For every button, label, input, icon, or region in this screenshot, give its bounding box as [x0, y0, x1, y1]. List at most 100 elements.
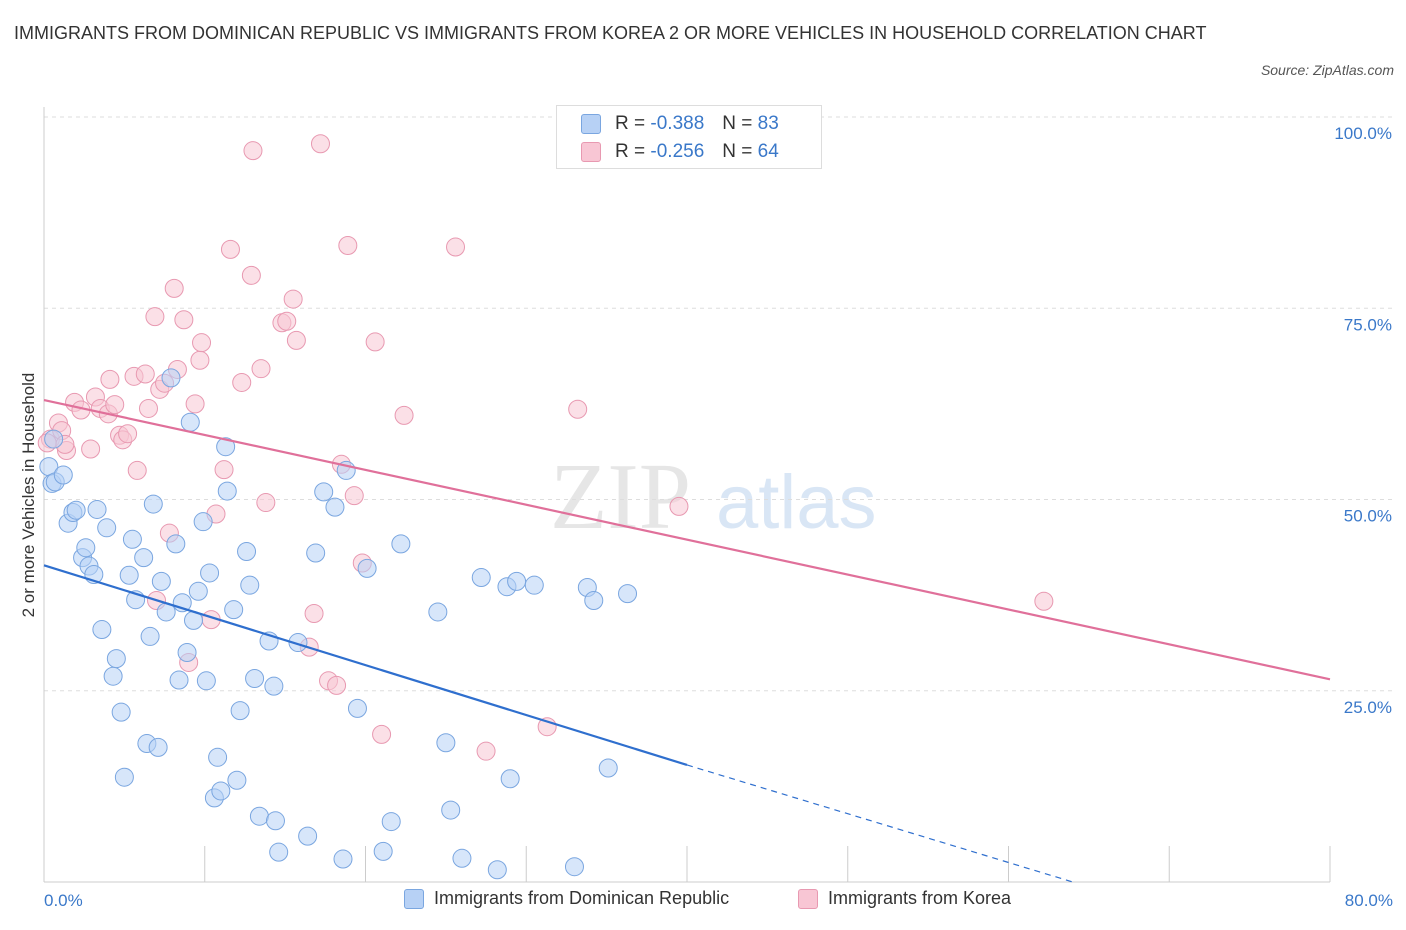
- dominican-point: [76, 538, 96, 558]
- dominican-point: [148, 737, 168, 757]
- dominican-point: [288, 633, 308, 653]
- dominican-point: [249, 806, 269, 826]
- dominican-point: [564, 857, 584, 877]
- dominican-point: [452, 848, 472, 868]
- korea-point: [256, 493, 276, 513]
- korea-point: [372, 724, 392, 744]
- stats-legend: R = -0.388 N = 83 R = -0.256 N = 64: [556, 105, 822, 169]
- dominican-point: [66, 500, 86, 520]
- korea-point: [81, 439, 101, 459]
- x-axis-max-label: 80.0%: [1344, 891, 1393, 910]
- dominican-point: [391, 534, 411, 554]
- dominican-point: [119, 565, 139, 585]
- dominican-point: [471, 568, 491, 588]
- dominican-point: [166, 534, 186, 554]
- dominican-point: [618, 584, 638, 604]
- dominican-points: [39, 368, 638, 880]
- korea-point: [145, 307, 165, 327]
- korea-point: [118, 424, 138, 444]
- dominican-point: [161, 368, 181, 388]
- dominican-trend-line: [43, 564, 688, 767]
- n-label: N =: [722, 141, 753, 162]
- korea-point: [185, 394, 205, 414]
- korea-point: [365, 332, 385, 352]
- y-tick-label: 25.0%: [1344, 698, 1392, 717]
- dominican-point: [92, 620, 112, 640]
- dominican-point: [240, 575, 260, 595]
- korea-point: [251, 359, 271, 379]
- korea-point: [174, 310, 194, 330]
- korea-point: [214, 460, 234, 480]
- gridlines: [44, 116, 1392, 692]
- dominican-point: [140, 626, 160, 646]
- watermark-atlas: atlas: [716, 460, 877, 545]
- korea-point: [190, 350, 210, 370]
- korea-point: [100, 369, 120, 389]
- dominican-point: [87, 499, 107, 519]
- dominican-point: [269, 842, 289, 862]
- dominican-point: [188, 581, 208, 601]
- dominican-point: [347, 698, 367, 718]
- legend-swatch-pink: [798, 888, 818, 909]
- dominican-point: [357, 558, 377, 578]
- dominican-point: [524, 575, 544, 595]
- dominican-point: [208, 747, 228, 767]
- dominican-point: [216, 437, 236, 457]
- korea-point: [327, 675, 347, 695]
- legend-swatch-blue: [404, 888, 424, 909]
- dominican-point: [373, 841, 393, 861]
- dominican-point: [103, 666, 123, 686]
- dominican-point: [381, 812, 401, 832]
- x-axis-min-label: 0.0%: [44, 891, 83, 910]
- dominican-point: [264, 676, 284, 696]
- y-tick-label: 50.0%: [1344, 507, 1392, 526]
- dominican-point: [180, 412, 200, 432]
- dominican-point: [193, 512, 213, 532]
- dominican-point: [53, 465, 73, 485]
- korea-point: [138, 398, 158, 418]
- korea-point: [304, 603, 324, 623]
- legend-label-dominican: Immigrants from Dominican Republic: [434, 888, 730, 908]
- dominican-point: [151, 571, 171, 591]
- korea-point: [127, 460, 147, 480]
- legend-swatch-blue: [581, 114, 601, 134]
- n-value: 64: [757, 141, 779, 162]
- korea-point: [277, 311, 297, 331]
- legend-item-dominican: Immigrants from Dominican Republic: [404, 888, 729, 909]
- korea-point: [338, 236, 358, 256]
- korea-trend-line: [43, 398, 1331, 681]
- dominican-point: [200, 563, 220, 583]
- stats-row-dominican: R = -0.388 N = 83: [581, 111, 779, 137]
- dominican-point: [436, 733, 456, 753]
- y-tick-label: 75.0%: [1344, 315, 1392, 334]
- korea-point: [1034, 591, 1054, 611]
- dominican-point: [487, 860, 507, 880]
- y-tick-label: 100.0%: [1334, 124, 1392, 143]
- r-value: -0.388: [650, 113, 705, 134]
- korea-point: [135, 364, 155, 384]
- korea-point: [243, 141, 263, 161]
- r-label: R =: [615, 113, 646, 134]
- dominican-point: [211, 781, 231, 801]
- axes: 25.0% 50.0% 75.0% 100.0%: [43, 107, 1392, 883]
- source-label: Source: ZipAtlas.com: [1260, 62, 1394, 78]
- dominican-point: [237, 542, 257, 562]
- dominican-trend-extension: [686, 764, 1073, 883]
- legend-label-korea: Immigrants from Korea: [828, 888, 1012, 908]
- korea-point: [446, 237, 466, 257]
- korea-point: [164, 278, 184, 298]
- stats-row-korea: R = -0.256 N = 64: [581, 139, 779, 165]
- dominican-point: [97, 518, 117, 538]
- dominican-point: [227, 770, 247, 790]
- korea-point: [310, 134, 330, 154]
- dominican-point: [196, 671, 216, 691]
- dominican-point: [325, 497, 345, 517]
- dominican-point: [44, 429, 64, 449]
- watermark: ZIP atlas: [550, 445, 877, 549]
- r-label: R =: [615, 141, 646, 162]
- dominican-point: [314, 482, 334, 502]
- trend-lines: [43, 398, 1331, 883]
- dominican-point: [217, 481, 237, 501]
- dominican-point: [143, 494, 163, 514]
- dominican-point: [428, 602, 448, 622]
